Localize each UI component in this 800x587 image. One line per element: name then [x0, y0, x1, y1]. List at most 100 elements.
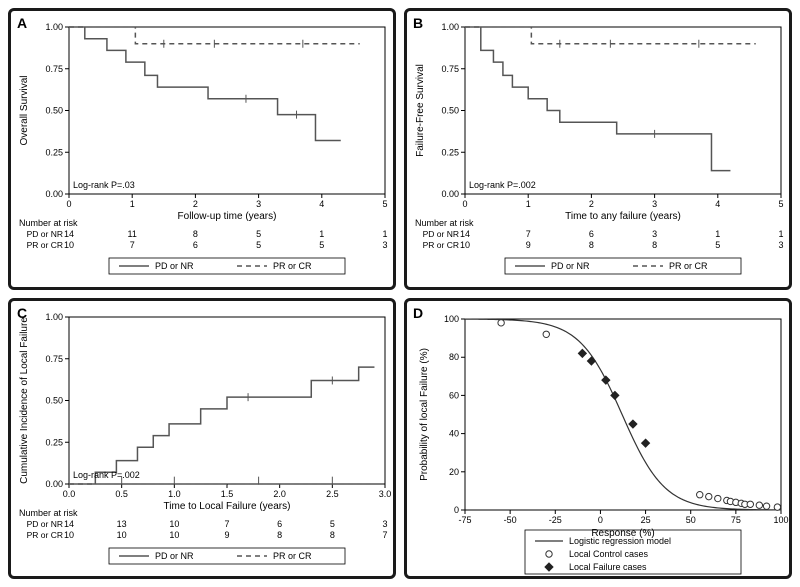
svg-panel-c: 0.000.250.500.751.000.00.51.01.52.02.53.…	[11, 301, 396, 580]
svg-text:60: 60	[449, 390, 459, 400]
svg-text:PR or CR: PR or CR	[273, 551, 312, 561]
svg-text:0.50: 0.50	[45, 395, 63, 405]
svg-text:0.5: 0.5	[115, 489, 128, 499]
svg-text:1.5: 1.5	[221, 489, 234, 499]
svg-text:Cumulative Incidence of Local: Cumulative Incidence of Local Failure	[19, 316, 30, 483]
svg-text:5: 5	[382, 199, 387, 209]
svg-text:PR or CR: PR or CR	[669, 261, 708, 271]
svg-text:3: 3	[652, 199, 657, 209]
svg-text:0: 0	[454, 505, 459, 515]
svg-text:PR or CR: PR or CR	[423, 240, 459, 250]
svg-text:0.75: 0.75	[45, 353, 63, 363]
svg-text:10: 10	[169, 519, 179, 529]
svg-text:5: 5	[778, 199, 783, 209]
svg-text:9: 9	[224, 530, 229, 540]
svg-text:8: 8	[277, 530, 282, 540]
svg-text:PD or NR: PD or NR	[27, 519, 63, 529]
svg-text:2: 2	[193, 199, 198, 209]
svg-text:13: 13	[117, 519, 127, 529]
svg-text:Local Control cases: Local Control cases	[569, 549, 649, 559]
svg-text:Probability of local Failure (: Probability of local Failure (%)	[419, 348, 430, 481]
svg-panel-d: 020406080100-75-50-250255075100Response …	[407, 301, 792, 580]
figure-grid: A 0.000.250.500.751.00012345Follow-up ti…	[8, 8, 792, 579]
svg-text:0: 0	[66, 199, 71, 209]
svg-text:1.00: 1.00	[45, 312, 63, 322]
svg-text:Time to any failure (years): Time to any failure (years)	[565, 211, 681, 222]
svg-text:3: 3	[778, 240, 783, 250]
svg-text:-50: -50	[504, 515, 517, 525]
svg-text:0.75: 0.75	[441, 64, 459, 74]
svg-text:0.00: 0.00	[441, 189, 459, 199]
svg-text:9: 9	[526, 240, 531, 250]
svg-text:10: 10	[64, 530, 74, 540]
svg-text:50: 50	[686, 515, 696, 525]
svg-text:PD or NR: PD or NR	[551, 261, 590, 271]
svg-text:Log-rank P=.002: Log-rank P=.002	[73, 470, 140, 480]
svg-text:0.00: 0.00	[45, 479, 63, 489]
svg-text:1: 1	[319, 229, 324, 239]
svg-text:4: 4	[715, 199, 720, 209]
svg-text:1.00: 1.00	[441, 22, 459, 32]
svg-text:0.25: 0.25	[45, 147, 63, 157]
panel-a: A 0.000.250.500.751.00012345Follow-up ti…	[8, 8, 396, 290]
svg-text:PR or CR: PR or CR	[27, 530, 63, 540]
svg-text:3: 3	[652, 229, 657, 239]
svg-text:7: 7	[224, 519, 229, 529]
svg-text:11: 11	[128, 229, 137, 239]
svg-text:Follow-up time (years): Follow-up time (years)	[178, 211, 277, 222]
panel-letter-d: D	[413, 305, 423, 321]
svg-text:25: 25	[641, 515, 651, 525]
svg-text:1: 1	[526, 199, 531, 209]
svg-text:10: 10	[169, 530, 179, 540]
svg-text:6: 6	[193, 240, 198, 250]
svg-text:Log-rank P=.03: Log-rank P=.03	[73, 180, 135, 190]
svg-text:Failure-Free Survival: Failure-Free Survival	[415, 64, 426, 157]
svg-text:0: 0	[598, 515, 603, 525]
svg-text:2.0: 2.0	[273, 489, 286, 499]
svg-text:8: 8	[330, 530, 335, 540]
svg-panel-b: 0.000.250.500.751.00012345Time to any fa…	[407, 11, 792, 290]
svg-text:Number at risk: Number at risk	[415, 218, 474, 228]
svg-text:Number at risk: Number at risk	[19, 218, 78, 228]
svg-text:10: 10	[460, 240, 470, 250]
svg-text:PD or NR: PD or NR	[27, 229, 63, 239]
svg-text:Number at risk: Number at risk	[19, 508, 78, 518]
svg-text:Time to Local Failure (years): Time to Local Failure (years)	[164, 501, 291, 512]
svg-text:0.00: 0.00	[45, 189, 63, 199]
svg-text:4: 4	[319, 199, 324, 209]
svg-text:14: 14	[64, 519, 74, 529]
svg-text:2.5: 2.5	[326, 489, 339, 499]
svg-text:PR or CR: PR or CR	[273, 261, 312, 271]
svg-text:0.50: 0.50	[441, 106, 459, 116]
svg-text:5: 5	[715, 240, 720, 250]
svg-text:0.0: 0.0	[63, 489, 76, 499]
svg-text:-75: -75	[458, 515, 471, 525]
svg-text:8: 8	[589, 240, 594, 250]
svg-text:6: 6	[277, 519, 282, 529]
panel-letter-b: B	[413, 15, 423, 31]
svg-text:3: 3	[382, 240, 387, 250]
svg-text:8: 8	[652, 240, 657, 250]
svg-text:0: 0	[462, 199, 467, 209]
svg-text:3.0: 3.0	[379, 489, 392, 499]
svg-text:1.0: 1.0	[168, 489, 181, 499]
svg-text:20: 20	[449, 466, 459, 476]
svg-text:Overall Survival: Overall Survival	[19, 75, 30, 145]
svg-text:5: 5	[319, 240, 324, 250]
panel-c: C 0.000.250.500.751.000.00.51.01.52.02.5…	[8, 298, 396, 580]
svg-panel-a: 0.000.250.500.751.00012345Follow-up time…	[11, 11, 396, 290]
svg-text:1: 1	[715, 229, 720, 239]
svg-text:1: 1	[130, 199, 135, 209]
svg-text:40: 40	[449, 428, 459, 438]
svg-text:100: 100	[444, 314, 459, 324]
svg-text:0.75: 0.75	[45, 64, 63, 74]
panel-letter-c: C	[17, 305, 27, 321]
svg-text:-25: -25	[549, 515, 562, 525]
panel-d: D 020406080100-75-50-250255075100Respons…	[404, 298, 792, 580]
svg-text:75: 75	[731, 515, 741, 525]
svg-text:1: 1	[778, 229, 783, 239]
svg-text:14: 14	[460, 229, 470, 239]
svg-text:PD or NR: PD or NR	[155, 551, 194, 561]
svg-text:5: 5	[330, 519, 335, 529]
svg-text:2: 2	[589, 199, 594, 209]
